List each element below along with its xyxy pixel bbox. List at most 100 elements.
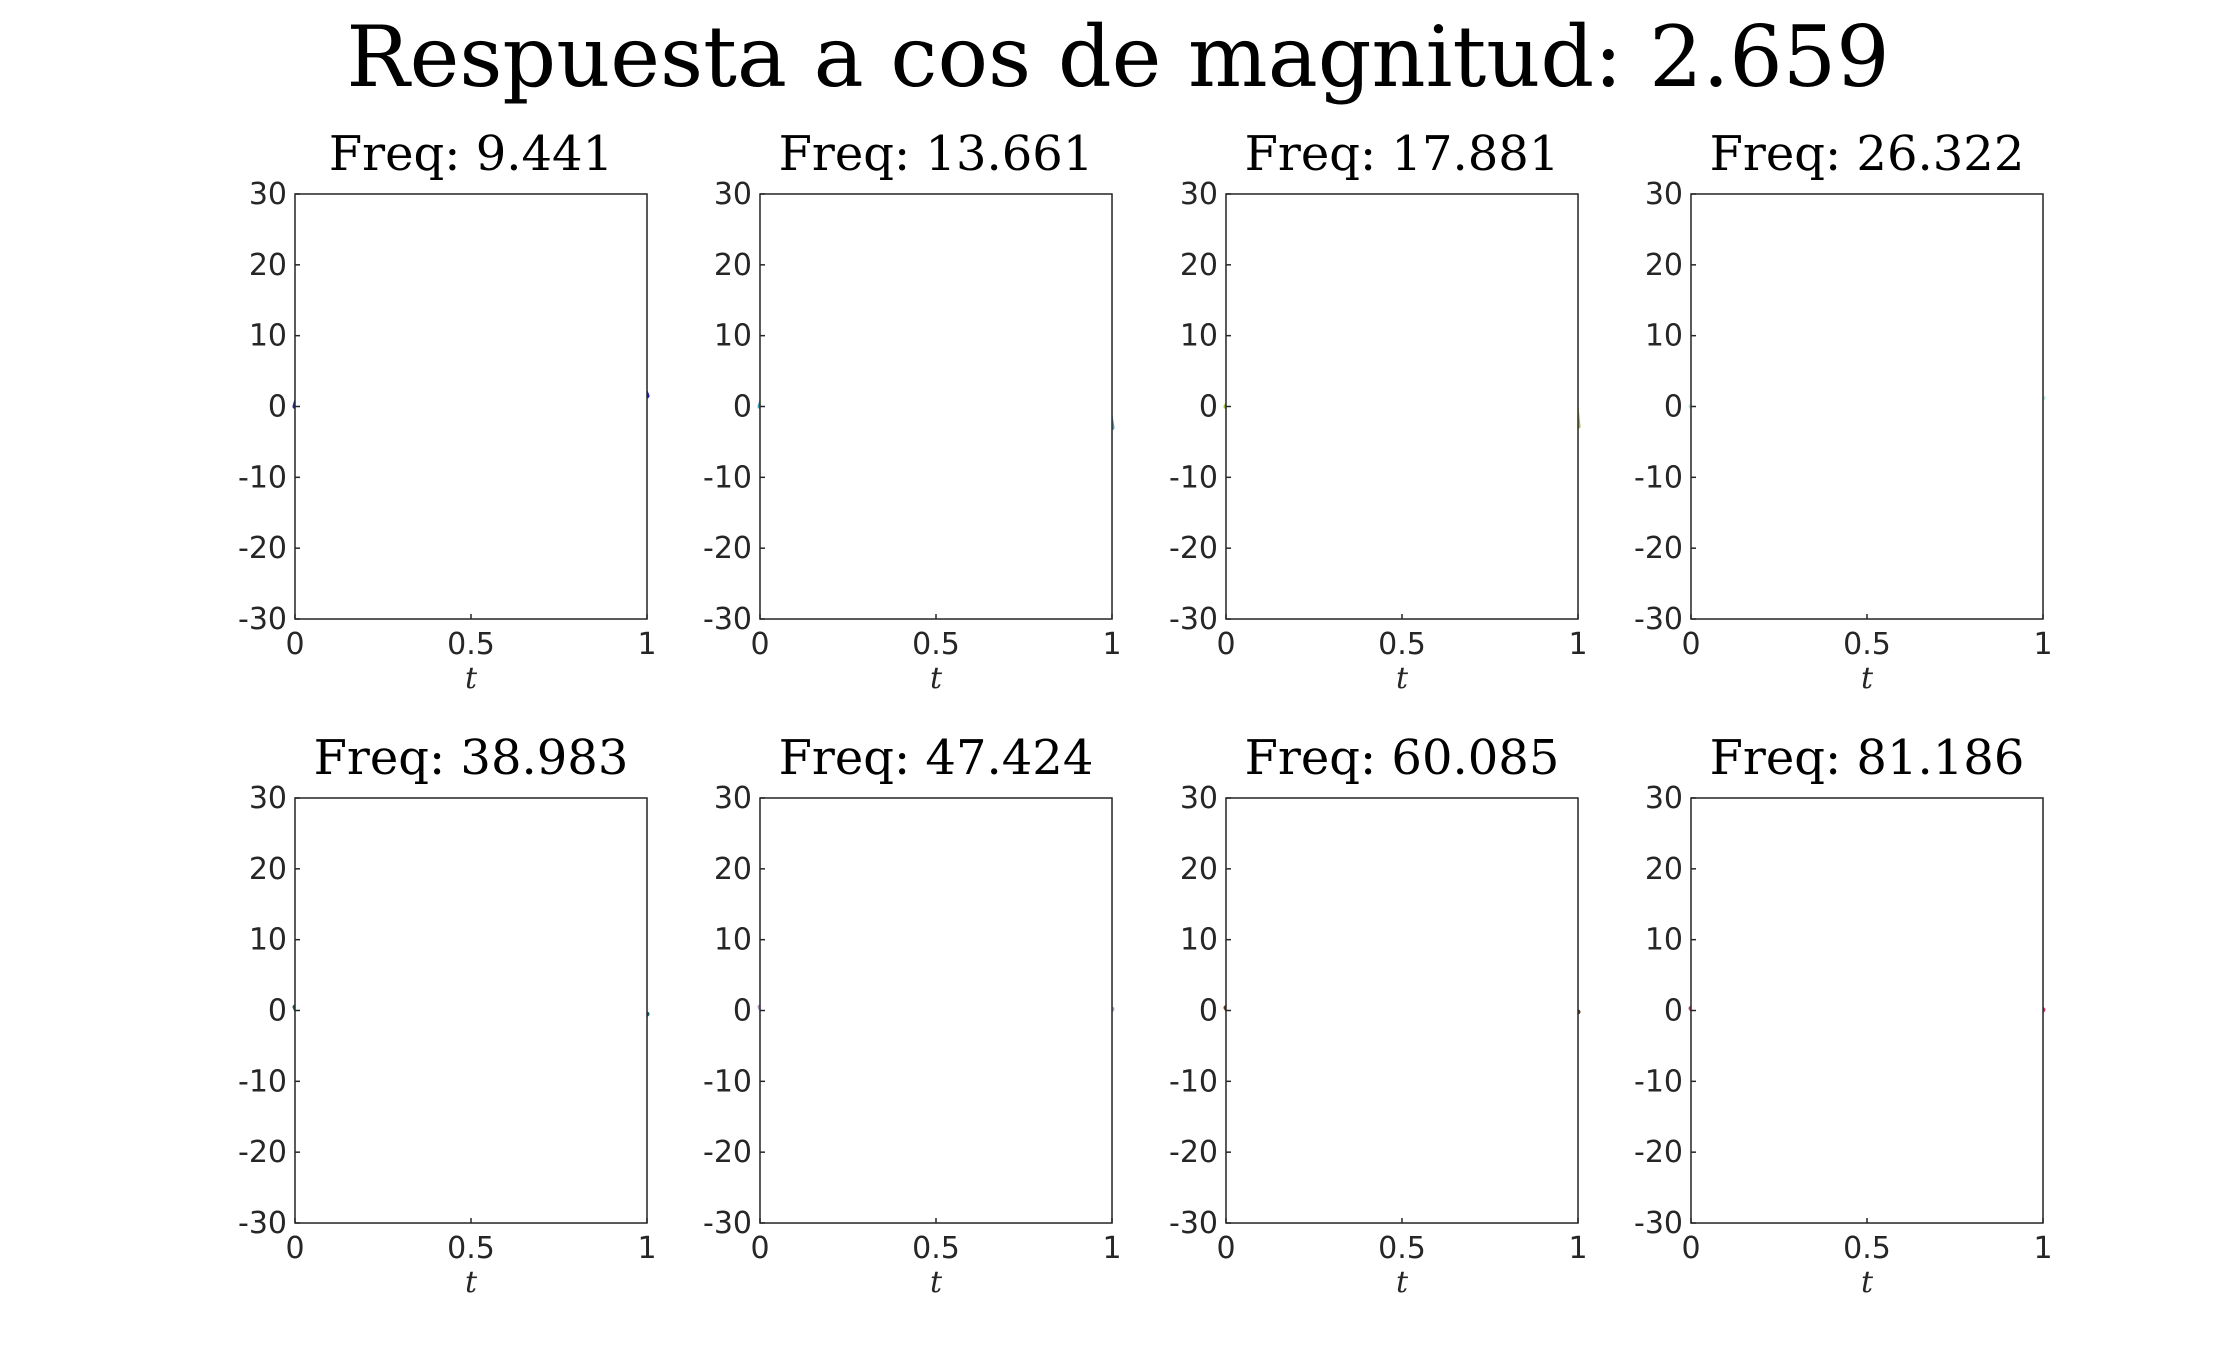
subplot-title: Freq: 60.085 <box>1245 730 1560 786</box>
x-tick-label: 0.5 <box>1378 627 1426 662</box>
y-tick-label: 20 <box>1645 248 1683 283</box>
axes-box <box>759 193 1113 620</box>
subplot-6: 0 0.5 1 30 20 10 0 -10 -20 -30 t Freq: 47.424 <box>703 730 1122 1300</box>
x-tick-label: 0 <box>1216 1231 1235 1266</box>
y-tick-label: -30 <box>1169 1206 1218 1241</box>
y-tick-label: 0 <box>1664 390 1683 425</box>
axes-box <box>1690 193 2044 620</box>
x-axis-label: t <box>1396 1265 1409 1300</box>
y-tick-label: 0 <box>1199 994 1218 1029</box>
y-tick-label: 20 <box>714 248 752 283</box>
x-axis-label: t <box>1861 1265 1874 1300</box>
subplot-7: 0 0.5 1 30 20 10 0 -10 -20 -30 t Freq: 60.085 <box>1169 730 1588 1300</box>
y-tick-label: -20 <box>238 531 287 566</box>
y-tick-label: -10 <box>238 1064 287 1099</box>
subplot-1: 0 0.5 1 30 20 10 0 -10 -20 -30 t Freq: 9.441 <box>238 126 657 696</box>
y-tick-label: 30 <box>1645 177 1683 212</box>
y-tick-label: 0 <box>1199 390 1218 425</box>
x-tick-label: 0.5 <box>1843 1231 1891 1266</box>
subplot-3: 0 0.5 1 30 20 10 0 -10 -20 -30 t Freq: 17.881 <box>1169 126 1588 696</box>
x-tick-label: 0.5 <box>912 1231 960 1266</box>
subplot-title: Freq: 47.424 <box>779 730 1094 786</box>
y-tick-label: -30 <box>238 602 287 637</box>
y-tick-label: 30 <box>1645 781 1683 816</box>
y-tick-label: -30 <box>1169 602 1218 637</box>
y-tick-label: 0 <box>733 390 752 425</box>
y-tick-label: 30 <box>249 177 287 212</box>
y-tick-label: 30 <box>714 781 752 816</box>
x-tick-label: 0 <box>750 627 769 662</box>
x-tick-label: 0 <box>750 1231 769 1266</box>
x-tick-label: 1 <box>637 627 656 662</box>
y-tick-label: -10 <box>703 460 752 495</box>
y-tick-label: 0 <box>268 994 287 1029</box>
y-tick-label: 10 <box>1180 923 1218 958</box>
axes-box <box>294 193 648 620</box>
y-tick-label: -20 <box>703 531 752 566</box>
y-tick-label: 10 <box>249 923 287 958</box>
x-tick-label: 1 <box>637 1231 656 1266</box>
x-tick-label: 0 <box>285 1231 304 1266</box>
x-tick-label: 0 <box>1681 1231 1700 1266</box>
y-tick-label: 20 <box>714 852 752 887</box>
y-tick-label: -10 <box>1634 460 1683 495</box>
axes-box <box>1690 797 2044 1224</box>
x-axis-label: t <box>930 1265 943 1300</box>
y-tick-label: -30 <box>1634 1206 1683 1241</box>
y-tick-label: -10 <box>1169 460 1218 495</box>
y-tick-label: 20 <box>1180 852 1218 887</box>
subplot-2: 0 0.5 1 30 20 10 0 -10 -20 -30 t Freq: 13.661 <box>703 126 1122 696</box>
subplot-title: Freq: 13.661 <box>779 126 1094 182</box>
x-tick-label: 0.5 <box>912 627 960 662</box>
x-tick-label: 0.5 <box>447 1231 495 1266</box>
subplot-8: 0 0.5 1 30 20 10 0 -10 -20 -30 t Freq: 81.186 <box>1634 730 2053 1300</box>
subplot-title: Freq: 9.441 <box>329 126 613 182</box>
subplot-title: Freq: 17.881 <box>1245 126 1560 182</box>
y-tick-label: -20 <box>1634 531 1683 566</box>
y-tick-label: -10 <box>1169 1064 1218 1099</box>
subplot-5: 0 0.5 1 30 20 10 0 -10 -20 -30 t Freq: 38.983 <box>238 730 657 1300</box>
y-tick-label: -20 <box>1634 1135 1683 1170</box>
x-tick-label: 0 <box>1216 627 1235 662</box>
y-tick-label: 20 <box>249 852 287 887</box>
y-tick-label: -30 <box>703 602 752 637</box>
y-tick-label: 0 <box>1664 994 1683 1029</box>
x-tick-label: 0 <box>285 627 304 662</box>
y-tick-label: 10 <box>1645 319 1683 354</box>
y-tick-label: 10 <box>714 319 752 354</box>
x-tick-label: 0.5 <box>447 627 495 662</box>
y-tick-label: 30 <box>1180 781 1218 816</box>
y-tick-label: -30 <box>238 1206 287 1241</box>
axes-box <box>1225 797 1579 1224</box>
y-tick-label: -20 <box>1169 1135 1218 1170</box>
y-tick-label: -20 <box>238 1135 287 1170</box>
x-axis-label: t <box>1396 661 1409 696</box>
subplot-title: Freq: 81.186 <box>1710 730 2025 786</box>
y-tick-label: 30 <box>249 781 287 816</box>
subplot-title: Freq: 26.322 <box>1710 126 2025 182</box>
y-tick-label: 30 <box>714 177 752 212</box>
x-tick-label: 1 <box>2033 1231 2052 1266</box>
y-tick-label: -30 <box>703 1206 752 1241</box>
y-tick-label: 30 <box>1180 177 1218 212</box>
y-tick-label: -10 <box>703 1064 752 1099</box>
axes-box <box>1225 193 1579 620</box>
y-tick-label: 20 <box>1180 248 1218 283</box>
x-tick-label: 0.5 <box>1843 627 1891 662</box>
subplot-4: 0 0.5 1 30 20 10 0 -10 -20 -30 t Freq: 26.322 <box>1634 126 2053 696</box>
y-tick-label: 20 <box>249 248 287 283</box>
x-tick-label: 1 <box>1568 1231 1587 1266</box>
y-tick-label: -10 <box>1634 1064 1683 1099</box>
y-tick-label: 0 <box>733 994 752 1029</box>
y-tick-label: 0 <box>268 390 287 425</box>
x-tick-label: 1 <box>1568 627 1587 662</box>
x-tick-label: 1 <box>2033 627 2052 662</box>
y-tick-label: -30 <box>1634 602 1683 637</box>
x-axis-label: t <box>465 661 478 696</box>
x-tick-label: 1 <box>1102 627 1121 662</box>
y-tick-label: 20 <box>1645 852 1683 887</box>
x-axis-label: t <box>930 661 943 696</box>
y-tick-label: -20 <box>703 1135 752 1170</box>
